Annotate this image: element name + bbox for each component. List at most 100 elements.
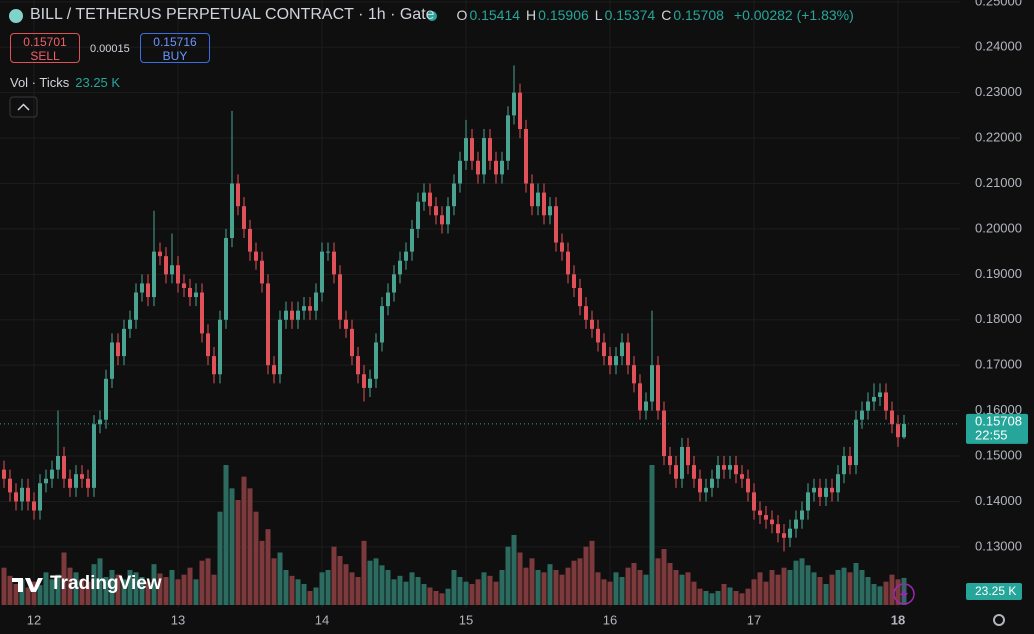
- volume-bar: [7, 575, 13, 605]
- candle-body: [764, 515, 768, 520]
- candle-body: [482, 138, 486, 175]
- volume-bar: [631, 563, 637, 605]
- volume-bar: [199, 560, 205, 605]
- candle-body: [896, 424, 900, 438]
- alert-button[interactable]: [893, 583, 915, 605]
- candle-body: [638, 383, 642, 411]
- volume-bar: [91, 564, 97, 605]
- candle-body: [428, 192, 432, 207]
- candle-body: [134, 292, 138, 320]
- candle-body: [284, 310, 288, 320]
- volume-bar: [565, 567, 571, 605]
- volume-bar: [829, 574, 835, 605]
- spread: 0.00015: [90, 43, 130, 55]
- chevron-icon: [17, 103, 30, 111]
- candle-body: [38, 483, 42, 511]
- candle-body: [230, 183, 234, 239]
- volume-bar: [505, 546, 511, 605]
- volume-bar: [253, 511, 259, 605]
- candle-body: [632, 365, 636, 384]
- volume-bar: [175, 579, 181, 605]
- volume-bar: [97, 558, 103, 605]
- candle-body: [566, 251, 570, 275]
- volume-bar: [535, 570, 541, 605]
- volume-bar: [313, 587, 319, 605]
- volume-bar: [181, 574, 187, 605]
- volume-bar: [601, 579, 607, 605]
- volume-bar: [31, 581, 37, 605]
- volume-bar: [625, 567, 631, 605]
- candle-body: [440, 215, 444, 225]
- volume-bar: [721, 584, 727, 605]
- volume-bar: [403, 581, 409, 605]
- volume-bar: [769, 570, 775, 605]
- volume-bar: [337, 556, 343, 605]
- ohlc-key: C: [661, 7, 672, 23]
- volume-bar: [79, 579, 85, 605]
- candle-body: [446, 206, 450, 225]
- volume-bar: [583, 546, 589, 605]
- candle-body: [572, 274, 576, 288]
- price-axis: [960, 0, 1034, 634]
- volume-bar: [799, 558, 805, 605]
- volume-bar: [85, 581, 91, 605]
- candle-body: [68, 478, 72, 488]
- volume-axis-label: 23.25 K: [975, 584, 1016, 598]
- volume-bar: [349, 572, 355, 605]
- sell-button[interactable]: 0.15701 SELL: [10, 33, 80, 63]
- candle-body: [200, 292, 204, 334]
- candle-body: [290, 310, 294, 320]
- collapse-button[interactable]: [9, 96, 38, 118]
- ohlc-value: 0.15414: [469, 7, 521, 23]
- volume-bar: [637, 570, 643, 605]
- candle-body: [800, 510, 804, 520]
- candle-body: [182, 283, 186, 288]
- volume-bar: [109, 570, 115, 605]
- buy-button[interactable]: 0.15716 BUY: [140, 33, 210, 63]
- candle-body: [374, 342, 378, 379]
- y-tick-label: 0.13000: [975, 538, 1022, 553]
- symbol-icon: [9, 9, 23, 23]
- volume-bar: [751, 579, 757, 605]
- candle-body: [698, 478, 702, 493]
- candle-body: [866, 401, 870, 411]
- candle-body: [662, 410, 666, 457]
- candle-body: [596, 328, 600, 343]
- candle-body: [608, 356, 612, 366]
- volume-bar: [331, 546, 337, 605]
- candle-body: [356, 356, 360, 375]
- candle-body: [674, 465, 678, 479]
- candle-body: [326, 251, 330, 253]
- volume-bar: [145, 581, 151, 605]
- candle-body: [332, 251, 336, 275]
- volume-bar: [127, 570, 133, 605]
- candle-body: [14, 492, 18, 502]
- volume-bar: [895, 579, 901, 605]
- x-tick-label: 14: [315, 612, 329, 627]
- volume-bar: [589, 540, 595, 605]
- volume-bar: [439, 593, 445, 605]
- volume-bar: [559, 574, 565, 605]
- ohlc-value: 0.15906: [538, 7, 589, 23]
- volume-bar: [37, 585, 43, 605]
- volume-bar: [889, 574, 895, 605]
- volume-bar: [607, 581, 613, 605]
- volume-bar: [205, 558, 211, 605]
- volume-bar: [703, 591, 709, 605]
- candle-body: [92, 424, 96, 488]
- candle-body: [266, 283, 270, 366]
- volume-bar: [475, 579, 481, 605]
- candle-body: [272, 365, 276, 375]
- settings-button[interactable]: [993, 614, 1005, 626]
- x-tick-label: 13: [171, 612, 185, 627]
- volume-bar: [19, 579, 25, 605]
- candle-body: [704, 487, 708, 493]
- volume-bar: [763, 581, 769, 605]
- volume-bar: [781, 567, 787, 605]
- candle-body: [104, 378, 108, 420]
- volume-bar: [235, 500, 241, 605]
- y-tick-label: 0.15000: [975, 447, 1022, 462]
- candle-body: [722, 465, 726, 470]
- volume-bar: [325, 570, 331, 605]
